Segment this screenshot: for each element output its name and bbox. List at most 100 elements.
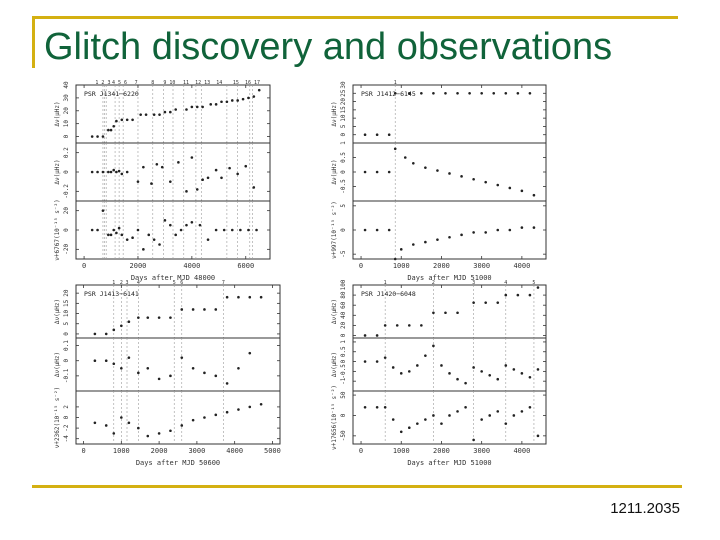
plot-3-panel-1-point-1 (93, 332, 97, 336)
plot-4-panel-3-point-18 (504, 422, 508, 425)
plot-1-glitch-label-7: 12 13 (195, 80, 210, 86)
plot-1-panel-2-point-26 (236, 172, 239, 176)
plot-4-panel-3-point-7 (416, 422, 419, 425)
plot-4-panel-2-point-16 (488, 373, 492, 377)
plot-4-panel-3-point-2 (375, 406, 379, 409)
plot-3-panel-1-point-15 (237, 295, 240, 299)
plot-1-panel-2-point-27 (244, 164, 248, 168)
plot-2-panel-2-point-12 (484, 180, 487, 184)
plot-2-panel-1-ytick-label-7: 30 (340, 81, 347, 89)
plot-1-panel-3-point-22 (190, 220, 194, 224)
plot-4-xtick-label-3: 2000 (433, 447, 450, 455)
plot-4-glitch-label-2: 2 (432, 280, 435, 286)
plot-3-panel-2-point-1 (93, 359, 97, 363)
plot-4-panel-3-ylabel: ν̇+17656(10⁻¹⁵ s⁻²) (331, 385, 338, 450)
plot-4-panel-1-ytick-label-1: 0 (340, 333, 347, 337)
plot-4-panel-2-ytick-label-1: -1 (340, 377, 347, 385)
plot-1-panel-2-point-7 (115, 170, 118, 174)
plot-4-panel-1-point-3 (383, 324, 387, 327)
plot-1-panel-2-point-22 (206, 176, 210, 180)
plot-1-panel-1-point-31 (257, 88, 261, 92)
plot-2-panel-3-point-14 (508, 228, 512, 232)
plot-1-panel-1-ytick-label-4: 30 (63, 94, 70, 102)
plot-1-panel-3-point-20 (179, 228, 183, 232)
plot-4-panel-2-point-4 (391, 366, 395, 369)
plot-4-panel-1-point-4 (395, 324, 399, 327)
plot-3-panel-2-point-13 (214, 374, 218, 378)
plot-4-panel-1-ytick-label-2: 20 (340, 321, 347, 329)
plot-3-glitch-label-4: 4 (137, 280, 140, 286)
plot-2-panel-2-point-16 (532, 193, 536, 197)
plot-3-xtick-label-5: 4000 (226, 447, 243, 455)
plot-3-panel-2-point-14 (225, 382, 229, 385)
plot-4-panel-3-point-19 (512, 414, 516, 417)
plot-1-panel-3-point-3 (101, 209, 105, 212)
plot-1-panel-2-point-5 (109, 170, 113, 174)
plot-1-panel-1-point-3 (101, 135, 105, 138)
plot-4-panel-2-point-8 (424, 354, 427, 357)
plot-3-panel-2-ytick-label-1: -0.1 (63, 368, 70, 383)
plot-3-panel-3-point-8 (157, 432, 161, 435)
plot-4-glitch-label-5: 5 (532, 280, 535, 286)
plot-4-panel-1-point-13 (504, 293, 508, 297)
plot-1-panel-3-point-30 (255, 228, 258, 232)
plot-1-panel-3-ylabel: ν̇+6767(10⁻¹⁵ s⁻²) (54, 199, 61, 260)
plot-1-panel-1-point-9 (125, 118, 129, 122)
plot-4-panel-1-point-11 (484, 301, 487, 304)
plot-4-panel-1-ytick-label-3: 40 (340, 311, 347, 319)
plot-2-panel-2-point-13 (496, 183, 500, 187)
plot-1-panel-3-point-7 (115, 231, 118, 235)
plot-1-glitch-label-5: 9 10 (163, 80, 175, 86)
plot-4-pulsar-name: PSR J1420−6048 (361, 290, 416, 298)
plot-2-panel-3-point-13 (496, 228, 500, 232)
plot-1-panel-3-point-27 (230, 228, 234, 232)
plot-3-panel-1-point-16 (248, 295, 252, 299)
plot-4-panel-2-point-13 (464, 381, 467, 385)
plot-1-panel-1-point-5 (109, 128, 113, 132)
glitch-figure: 0 10 20 30 40 Δν(μHz) -0.2 0 0.2 Δν(μHz) -20 0 20 ν̇+… (28, 80, 558, 475)
plot-3-panel-3-point-3 (112, 432, 116, 435)
plot-1-panel-2-point-2 (96, 170, 99, 174)
plot-3-panel-2-point-3 (112, 362, 116, 366)
plot-4-panel-1-point-7 (432, 311, 435, 315)
plot-1-panel-1-point-29 (247, 96, 250, 100)
plot-4-panel-2-point-5 (399, 372, 403, 375)
plot-1-panel-2-point-28 (252, 186, 256, 189)
plot-2-panel-3-ytick-label-2: 0 (340, 228, 347, 232)
plot-2-panel-2-ytick-label-4: 1 (340, 141, 347, 145)
plot-2-panel-3-point-5 (399, 248, 403, 251)
plot-1-panel-2-ytick-label-1: -0.2 (63, 184, 70, 199)
plot-3-panel-2-point-16 (248, 351, 252, 355)
plot-3-panel-1-point-17 (259, 295, 263, 299)
plot-3-panel-1-ytick-label-3: 10 (63, 310, 70, 318)
plot-3-glitch-label-6: 6 (180, 280, 183, 286)
plot-4-panel-3-point-13 (464, 406, 467, 409)
plot-1-panel-3-point-16 (158, 243, 161, 246)
plot-4-panel-1-point-2 (375, 334, 379, 337)
plot-3-glitch-label-3: 3 (125, 280, 128, 286)
plot-1-panel-3-ytick-label-1: -20 (63, 244, 70, 255)
plot-3-panel-1-ytick-label-2: 5 (63, 322, 70, 326)
plot-1-xtick-label-3: 4000 (183, 262, 200, 270)
plot-1-panel-2-ytick-label-2: 0 (63, 170, 70, 174)
plot-1-panel-1-point-22 (209, 103, 213, 106)
plot-1-panel-2-point-8 (117, 169, 121, 173)
plot-4-xtick-label-1: 0 (359, 447, 363, 455)
plot-3-glitch-label-2: 2 (120, 280, 123, 286)
plot-4-panel-1-point-15 (528, 293, 532, 297)
plot-1-panel-1-ytick-label-5: 40 (63, 81, 70, 89)
plot-1-panel-3-point-23 (198, 223, 202, 227)
plot-3-panel-2-point-12 (203, 371, 206, 375)
plot-1-panel-1-point-10 (131, 118, 134, 122)
plot-1-panel-3-point-13 (142, 248, 145, 251)
plot-1-xlabel: Days after MJD 48000 (131, 274, 215, 282)
plot-2-panel-2-point-11 (472, 177, 475, 181)
plot-3-panel-1-point-7 (146, 316, 150, 319)
plot-3-panel-2-point-6 (137, 371, 140, 375)
plot-2-panel-1-point-11 (480, 91, 483, 95)
plot-1-panel-2-point-6 (112, 168, 116, 172)
plot-2-panel-1-ytick-label-1: 0 (340, 133, 347, 137)
plot-1-panel-1-point-24 (220, 100, 223, 104)
plot-4-panel-2-point-12 (456, 377, 459, 381)
plot-2-panel-3-point-11 (472, 231, 475, 234)
